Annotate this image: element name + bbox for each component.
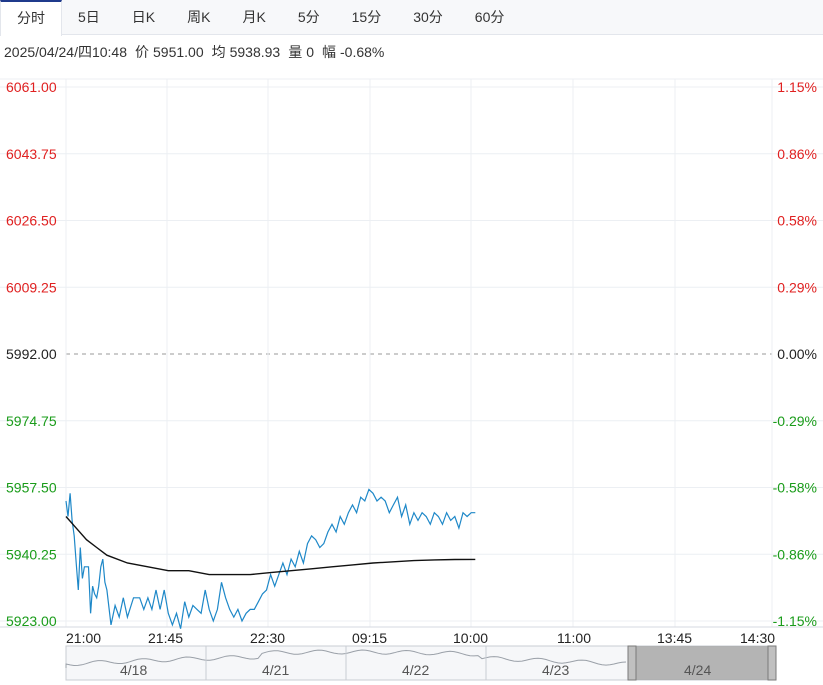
period-tabs: 分时 5日 日K 周K 月K 5分 15分 30分 60分 xyxy=(0,0,823,36)
price-label: 价 xyxy=(135,44,149,60)
price-tick-label: 6043.75 xyxy=(6,146,57,162)
time-tick-label: 13:45 xyxy=(657,630,692,646)
price-line xyxy=(65,488,476,629)
change-label: 幅 xyxy=(322,44,337,60)
percent-tick-label: 0.00% xyxy=(777,346,817,362)
price-value: 5951.00 xyxy=(153,44,204,60)
percent-tick-label: 1.15% xyxy=(777,79,817,95)
navigator-day-label: 4/23 xyxy=(542,662,569,678)
avg-value: 5938.93 xyxy=(229,44,281,60)
time-tick-label: 21:45 xyxy=(148,630,183,646)
price-axis: 6061.00 6043.75 6026.50 6009.25 5992.00 5974.… xyxy=(6,79,57,629)
price-tick-label: 5957.50 xyxy=(6,480,57,496)
time-tick-label: 11:00 xyxy=(557,630,591,646)
percent-tick-label: 0.86% xyxy=(777,146,817,162)
tab-monthly-k[interactable]: 月K xyxy=(242,9,266,25)
price-tick-label: 6061.00 xyxy=(6,79,57,95)
navigator-day-label: 4/22 xyxy=(402,662,429,678)
tab-15min[interactable]: 15分 xyxy=(351,9,382,25)
navigator-day-label: 4/18 xyxy=(120,662,147,678)
range-navigator: 4/18 4/21 4/22 4/23 4/24 xyxy=(65,645,777,681)
avg-label: 均 xyxy=(211,44,226,60)
volume-label: 量 xyxy=(288,44,303,60)
time-axis: 21:00 21:45 22:30 09:15 10:00 11:00 13:45 14:30 xyxy=(66,630,775,646)
navigator-day-label: 4/24 xyxy=(684,662,711,678)
time-tick-label: 09:15 xyxy=(352,630,387,646)
percent-tick-label: -1.15% xyxy=(773,613,817,629)
price-tick-label: 5974.75 xyxy=(6,413,57,429)
percent-tick-label: -0.86% xyxy=(773,546,817,562)
tab-5min[interactable]: 5分 xyxy=(297,9,320,25)
time-tick-label: 10:00 xyxy=(453,630,488,646)
price-tick-label: 5992.00 xyxy=(6,346,57,362)
time-tick-label: 22:30 xyxy=(250,630,285,646)
price-tick-label: 6009.25 xyxy=(6,279,57,295)
quote-datetime: 2025/04/24/四10:48 xyxy=(4,44,127,60)
tab-5day[interactable]: 5日 xyxy=(78,9,100,25)
tab-intraday[interactable]: 分时 xyxy=(0,0,62,36)
average-price-line xyxy=(65,516,476,576)
tab-30min[interactable]: 30分 xyxy=(413,9,443,25)
navigator-selection xyxy=(628,646,770,680)
change-value: -0.68% xyxy=(340,44,385,60)
percent-axis: 1.15% 0.86% 0.58% 0.29% 0.00% -0.29% -0.58% -0.… xyxy=(773,79,817,629)
navigator-sparkline xyxy=(65,649,627,668)
tab-daily-k[interactable]: 日K xyxy=(131,9,156,25)
volume-value: 0 xyxy=(306,44,315,60)
price-tick-label: 5940.25 xyxy=(6,546,57,562)
percent-tick-label: 0.58% xyxy=(777,213,817,229)
time-tick-label: 14:30 xyxy=(740,630,775,646)
price-tick-label: 6026.50 xyxy=(6,213,57,229)
navigator-left-handle[interactable] xyxy=(627,645,637,681)
tab-60min[interactable]: 60分 xyxy=(474,9,505,25)
chart-grid xyxy=(0,78,823,628)
percent-tick-label: 0.29% xyxy=(777,279,817,295)
chart-lines xyxy=(65,488,476,629)
price-tick-label: 5923.00 xyxy=(6,613,57,629)
percent-tick-label: -0.29% xyxy=(773,413,817,429)
percent-tick-label: -0.58% xyxy=(773,480,817,496)
navigator-day-label: 4/21 xyxy=(262,662,289,678)
time-tick-label: 21:00 xyxy=(66,630,101,646)
quote-info-bar: 2025/04/24/四10:48 价 5951.00 均 5938.93 量 0 幅 -0.6… xyxy=(4,42,392,62)
tab-weekly-k[interactable]: 周K xyxy=(187,9,211,25)
navigator-right-handle[interactable] xyxy=(767,645,777,681)
